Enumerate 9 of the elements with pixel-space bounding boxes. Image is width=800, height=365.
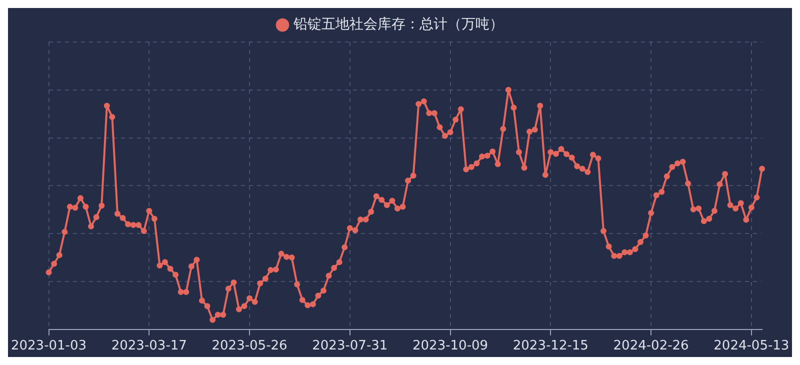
x-tick-label: 2024-05-13 [714,338,790,354]
x-tick-label: 2023-12-15 [512,338,588,354]
x-tick-label: 2023-07-31 [312,338,388,354]
x-tick-label: 2023-10-09 [412,338,488,354]
x-tick-label: 2024-02-26 [613,338,689,354]
x-tick-label: 2023-05-26 [212,338,288,354]
legend-label: 铅锭五地社会库存：总计（万吨） [292,16,504,33]
x-tick-label: 2023-01-03 [10,338,87,354]
x-tick-label: 2023-03-17 [111,338,187,354]
